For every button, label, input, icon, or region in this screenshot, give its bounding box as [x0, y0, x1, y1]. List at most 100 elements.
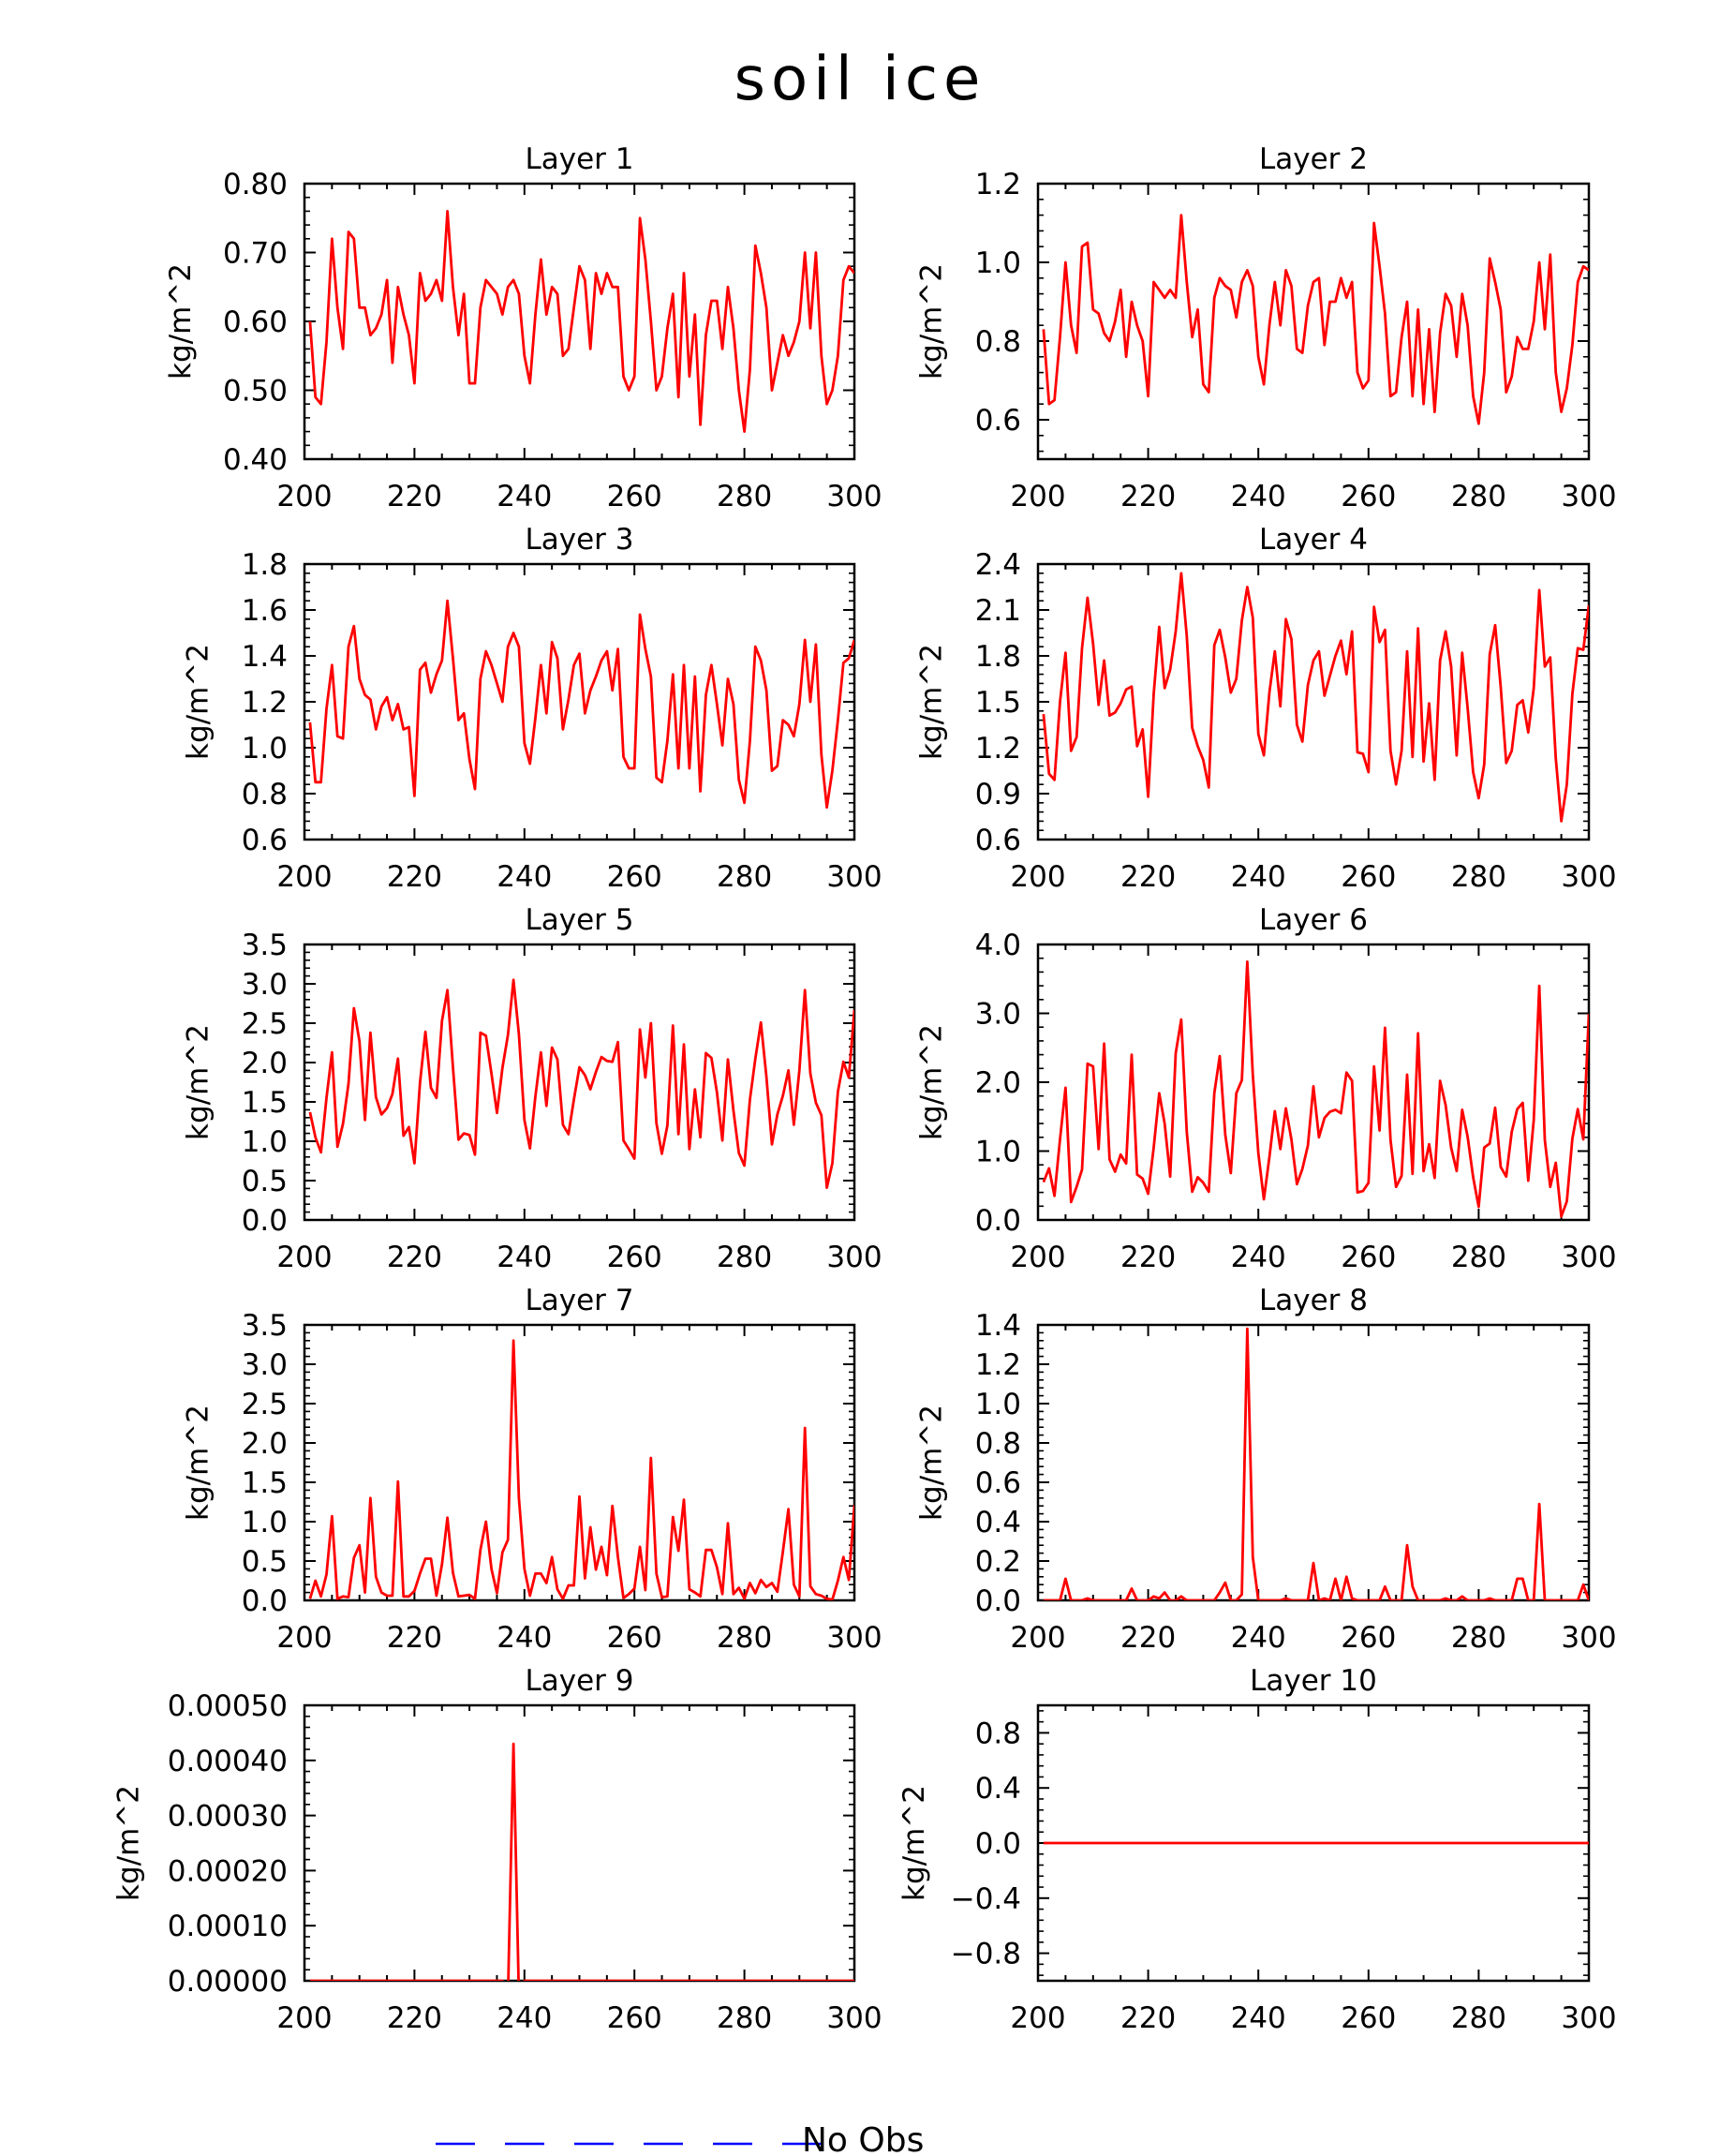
y-tick-label: 0.6 [975, 1466, 1021, 1500]
x-tick-label: 200 [1010, 2001, 1065, 2035]
x-tick-label: 200 [276, 2001, 332, 2035]
x-tick-label: 300 [1561, 1621, 1616, 1655]
x-tick-label: 280 [1451, 860, 1506, 894]
y-tick-label: 0.00030 [168, 1800, 288, 1834]
x-tick-label: 200 [1010, 480, 1065, 513]
plot-frame [303, 943, 856, 1222]
y-tick-label: 3.0 [242, 968, 288, 1002]
x-tick-label: 240 [497, 1241, 552, 1274]
panel-title: Layer 8 [1259, 1284, 1368, 1317]
y-tick-label: 3.5 [242, 929, 288, 962]
x-tick-label: 260 [1341, 860, 1396, 894]
y-tick-label: 0.9 [975, 778, 1021, 811]
x-tick-label: 260 [1341, 1621, 1396, 1655]
plot-frame [1036, 182, 1591, 461]
series-line [308, 209, 854, 434]
x-tick-label: 200 [1010, 1241, 1065, 1274]
chart-panel: 200 220 240 260 280 300 0.0 0.2 0.4 0.6 0.8 1.0 1.2 1… [915, 1284, 1617, 1655]
x-tick-label: 300 [826, 480, 882, 513]
panel-title: Layer 4 [1259, 523, 1368, 557]
y-tick-label: 0.40 [223, 443, 288, 477]
y-tick-label: 0.0 [975, 1584, 1021, 1618]
x-tick-label: 240 [1231, 480, 1286, 513]
x-tick-label: 300 [826, 1241, 882, 1274]
x-tick-label: 260 [607, 1241, 662, 1274]
plot-frame [1036, 943, 1591, 1222]
x-tick-label: 240 [1231, 2001, 1286, 2035]
panel-title: Layer 10 [1250, 1664, 1377, 1698]
y-tick-label: 1.0 [242, 1125, 288, 1159]
series-line [308, 599, 854, 810]
x-tick-label: 220 [387, 2001, 442, 2035]
y-tick-label: 0.2 [975, 1545, 1021, 1579]
legend-label: No Obs [802, 2121, 924, 2156]
y-axis-label: kg/m^2 [164, 263, 198, 379]
y-axis-label: kg/m^2 [915, 263, 949, 379]
y-axis-label: kg/m^2 [915, 1405, 949, 1521]
y-tick-label: 1.0 [242, 1506, 288, 1539]
y-tick-label: 0.5 [242, 1165, 288, 1198]
y-tick-label: 1.2 [975, 168, 1021, 201]
y-tick-label: −0.8 [951, 1938, 1021, 1971]
y-axis-label: kg/m^2 [182, 644, 215, 760]
x-tick-label: 220 [387, 1621, 442, 1655]
y-tick-label: 0.6 [975, 404, 1021, 438]
y-tick-label: 0.8 [975, 1427, 1021, 1461]
x-tick-label: 240 [497, 1621, 552, 1655]
x-tick-label: 240 [1231, 1621, 1286, 1655]
legend: No Obs [436, 2121, 924, 2156]
y-tick-label: 0.00020 [168, 1854, 288, 1888]
y-tick-label: 0.0 [975, 1827, 1021, 1861]
chart-panel: 200 220 240 260 280 300 0.0 0.5 1.0 1.5 2.0 2.5 3.0 3… [182, 903, 882, 1274]
y-tick-label: 2.4 [975, 548, 1021, 582]
y-tick-label: 3.5 [242, 1309, 288, 1343]
y-tick-label: 2.0 [242, 1427, 288, 1461]
y-tick-label: 0.0 [975, 1204, 1021, 1238]
y-tick-label: 2.5 [242, 1007, 288, 1041]
y-axis-label: kg/m^2 [182, 1024, 215, 1140]
x-tick-label: 280 [717, 1241, 772, 1274]
x-tick-label: 260 [607, 1621, 662, 1655]
x-tick-label: 220 [1120, 1241, 1176, 1274]
y-tick-label: 0.00010 [168, 1910, 288, 1943]
y-tick-label: 0.4 [975, 1772, 1021, 1806]
x-tick-label: 240 [497, 480, 552, 513]
y-tick-label: 1.4 [242, 640, 288, 674]
x-tick-label: 220 [387, 1241, 442, 1274]
y-tick-label: 0.0 [242, 1584, 288, 1618]
x-tick-label: 240 [1231, 860, 1286, 894]
x-tick-label: 300 [1561, 480, 1616, 513]
plot-frame [303, 1703, 856, 1983]
series-line [1043, 1327, 1589, 1600]
x-tick-label: 280 [1451, 1621, 1506, 1655]
series-line [1042, 960, 1589, 1218]
y-tick-label: 1.0 [975, 246, 1021, 280]
y-axis-label: kg/m^2 [915, 1024, 949, 1140]
panel-title: Layer 7 [525, 1284, 633, 1317]
series-line [309, 1742, 854, 1981]
y-tick-label: 0.5 [242, 1545, 288, 1579]
x-tick-label: 200 [276, 1241, 332, 1274]
series-line [308, 978, 854, 1189]
y-tick-label: 1.5 [242, 1466, 288, 1500]
x-tick-label: 260 [1341, 2001, 1396, 2035]
plot-frame [1036, 1323, 1591, 1602]
x-tick-label: 300 [826, 1621, 882, 1655]
x-tick-label: 260 [607, 860, 662, 894]
y-tick-label: 1.4 [975, 1309, 1021, 1343]
y-axis-label: kg/m^2 [182, 1405, 215, 1521]
chart-panel: 200 220 240 260 280 300 0.6 0.8 1.0 1.2 1.4 1.6 1.8 L… [182, 523, 882, 894]
x-tick-label: 300 [826, 2001, 882, 2035]
y-axis-label: kg/m^2 [112, 1785, 146, 1901]
x-tick-label: 240 [1231, 1241, 1286, 1274]
y-tick-label: 0.00000 [168, 1965, 288, 1999]
x-tick-label: 280 [717, 480, 772, 513]
x-tick-label: 220 [387, 480, 442, 513]
chart-panel: 200 220 240 260 280 300 0.0 0.5 1.0 1.5 2.0 2.5 3.0 3… [182, 1284, 882, 1655]
x-tick-label: 200 [276, 1621, 332, 1655]
y-tick-label: 1.2 [242, 686, 288, 720]
y-tick-label: 0.8 [242, 778, 288, 811]
y-tick-label: 1.2 [975, 732, 1021, 766]
